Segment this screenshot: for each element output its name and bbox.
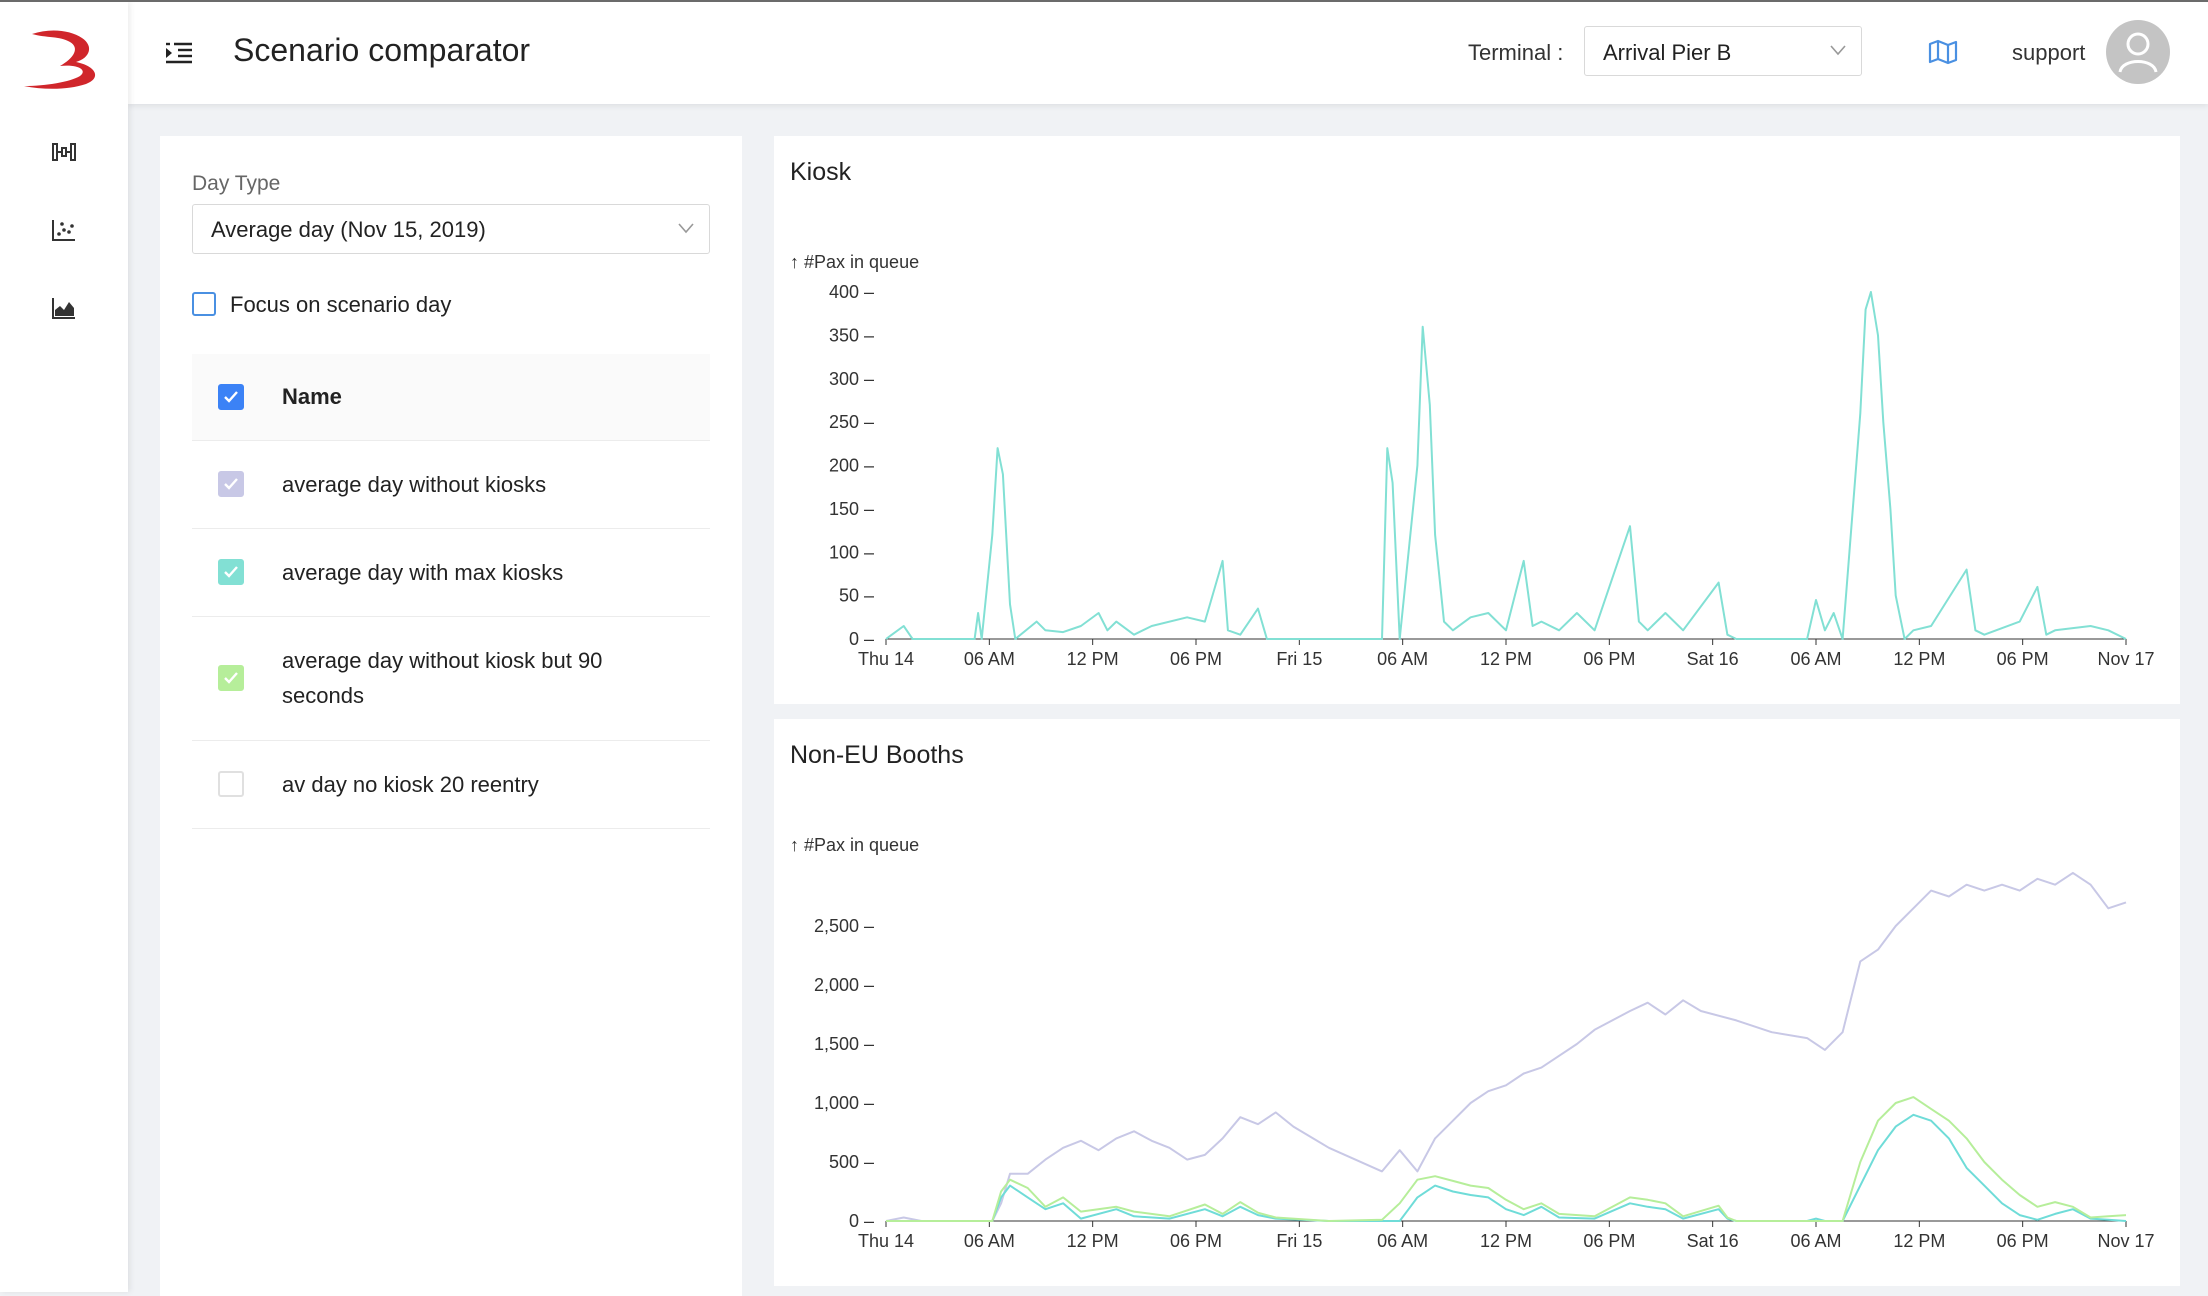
row-checkbox[interactable] (218, 665, 244, 691)
y-tick-label: 1,500 – (814, 1034, 874, 1054)
y-tick-label: 100 – (829, 542, 874, 562)
y-axis-label: ↑ #Pax in queue (790, 252, 919, 272)
x-tick-label: 06 PM (1997, 649, 2049, 669)
x-tick-label: Thu 14 (858, 649, 914, 669)
x-tick-label: 12 PM (1480, 1231, 1532, 1251)
scenario-name: average day without kiosks (282, 472, 547, 497)
focus-checkbox-label: Focus on scenario day (230, 292, 452, 317)
kiosk-chart-card: Kiosk ↑ #Pax in queue 0 – 50 – 100 – 150 – 20… (774, 136, 2180, 704)
brand-logo[interactable] (20, 26, 108, 92)
y-tick-label: 1,000 – (814, 1093, 874, 1113)
non-eu-booths-chart-card: Non-EU Booths ↑ #Pax in queue 0 – 500 – 1,0… (774, 719, 2180, 1286)
x-tick-label: 06 PM (1170, 649, 1222, 669)
chevron-down-icon (678, 223, 694, 234)
x-tick-label: 12 PM (1480, 649, 1532, 669)
terminal-label: Terminal : (1468, 40, 1564, 65)
series-line (886, 1096, 2127, 1222)
chart-title: Kiosk (790, 158, 852, 186)
terminal-select[interactable]: Arrival Pier B (1584, 26, 1862, 76)
scenario-filter-panel: Day Type Average day (Nov 15, 2019) Focu… (160, 136, 742, 1296)
x-tick-label: 12 PM (1067, 1231, 1119, 1251)
table-row[interactable]: average day without kiosks (192, 441, 710, 529)
y-tick-label: 300 – (829, 369, 874, 389)
menu-fold-icon[interactable] (164, 38, 194, 68)
series-line (886, 1113, 2127, 1222)
scenario-name: average day with max kiosks (282, 560, 564, 585)
y-tick-label: 200 – (829, 456, 874, 476)
chart-title: Non-EU Booths (790, 741, 964, 769)
row-checkbox[interactable] (218, 559, 244, 585)
y-tick-label: 50 – (839, 586, 874, 606)
x-tick-label: Fri 15 (1276, 649, 1322, 669)
top-header: Scenario comparator Terminal : Arrival P… (128, 2, 2208, 104)
series-line (885, 291, 2127, 640)
table-row[interactable]: average day with max kiosks (192, 529, 710, 617)
day-type-select[interactable]: Average day (Nov 15, 2019) (192, 204, 710, 254)
x-tick-label: Sat 16 (1687, 649, 1739, 669)
scenario-sliders-icon[interactable] (50, 138, 78, 166)
y-tick-label: 2,000 – (814, 975, 874, 995)
scenario-table: Name average day without kiosks average … (192, 354, 710, 829)
y-tick-label: 500 – (829, 1152, 874, 1172)
area-chart-icon[interactable] (50, 294, 78, 322)
sidebar (0, 2, 128, 1292)
day-type-label: Day Type (192, 172, 281, 195)
table-header-row: Name (192, 354, 710, 441)
select-all-checkbox[interactable] (218, 384, 244, 410)
scenario-name: average day without kiosk but 90 seconds (282, 648, 603, 708)
x-tick-label: 06 AM (964, 1231, 1015, 1251)
kiosk-chart[interactable]: ↑ #Pax in queue 0 – 50 – 100 – 150 – 200 – 250… (774, 136, 2180, 704)
focus-checkbox-box[interactable] (192, 292, 216, 316)
user-icon (2118, 32, 2158, 73)
x-tick-label: Sat 16 (1687, 1231, 1739, 1251)
y-tick-label: 0 – (849, 1211, 874, 1231)
series-line (885, 871, 2127, 1222)
y-axis-label: ↑ #Pax in queue (790, 835, 919, 855)
y-tick-label: 250 – (829, 412, 874, 432)
x-tick-label: 12 PM (1067, 649, 1119, 669)
scenario-name: av day no kiosk 20 reentry (282, 772, 539, 797)
y-tick-label: 150 – (829, 499, 874, 519)
terminal-select-value: Arrival Pier B (1603, 40, 1732, 65)
user-name[interactable]: support (2012, 40, 2086, 65)
column-header-name: Name (282, 384, 342, 409)
x-tick-label: Fri 15 (1276, 1231, 1322, 1251)
x-tick-label: 06 PM (1170, 1231, 1222, 1251)
x-tick-label: 06 PM (1583, 649, 1635, 669)
x-tick-label: Nov 17 (2097, 1231, 2154, 1251)
day-type-value: Average day (Nov 15, 2019) (211, 217, 486, 242)
row-checkbox[interactable] (218, 471, 244, 497)
row-checkbox[interactable] (218, 771, 244, 797)
table-row[interactable]: average day without kiosk but 90 seconds (192, 617, 710, 741)
map-icon[interactable] (1928, 38, 1958, 66)
x-tick-label: 06 AM (964, 649, 1015, 669)
x-tick-label: 12 PM (1893, 649, 1945, 669)
x-tick-label: 06 AM (1377, 1231, 1428, 1251)
y-tick-label: 400 – (829, 282, 874, 302)
y-tick-label: 350 – (829, 325, 874, 345)
x-tick-label: 06 AM (1790, 649, 1841, 669)
scatter-chart-icon[interactable] (50, 216, 78, 244)
x-tick-label: 06 AM (1377, 649, 1428, 669)
window-top-border (0, 0, 2208, 2)
non-eu-booths-chart[interactable]: ↑ #Pax in queue 0 – 500 – 1,000 – 1,500 – 2,0… (774, 719, 2180, 1286)
x-tick-label: Nov 17 (2097, 649, 2154, 669)
x-tick-label: 06 PM (1583, 1231, 1635, 1251)
x-tick-label: Thu 14 (858, 1231, 914, 1251)
x-tick-label: 06 PM (1997, 1231, 2049, 1251)
x-tick-label: 06 AM (1790, 1231, 1841, 1251)
chevron-down-icon (1830, 45, 1846, 56)
y-tick-label: 2,500 – (814, 916, 874, 936)
page-title: Scenario comparator (233, 32, 531, 68)
avatar[interactable] (2106, 20, 2170, 84)
x-tick-label: 12 PM (1893, 1231, 1945, 1251)
table-row[interactable]: av day no kiosk 20 reentry (192, 741, 710, 829)
y-tick-label: 0 – (849, 629, 874, 649)
